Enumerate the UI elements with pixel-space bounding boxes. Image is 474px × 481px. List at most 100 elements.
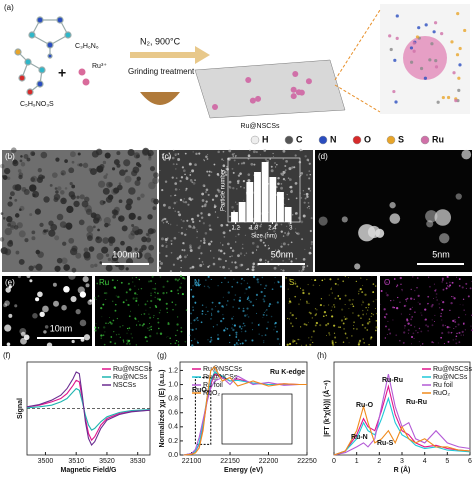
sheet [194,59,346,119]
texture [64,187,68,190]
x-tick-label: 3510 [68,458,84,465]
cluster [255,95,262,102]
process: Grinding treatment [128,67,195,76]
texture [137,216,141,220]
texture [240,330,243,333]
texture [79,163,83,167]
texture [46,342,53,348]
texture [286,193,288,196]
texture [120,240,125,246]
texture [197,319,199,322]
texture [43,229,47,233]
texture [85,208,93,215]
molecule-2 [14,48,46,96]
texture [253,163,256,166]
texture [298,303,300,306]
texture [103,292,106,294]
texture [148,329,150,331]
texture [222,164,226,168]
molecule-1 [28,16,72,59]
texture [227,300,229,302]
texture [302,214,306,218]
texture [201,192,205,196]
texture [102,334,105,337]
annotation: Ru-Ru [406,399,427,406]
texture [300,220,304,224]
texture [431,341,434,343]
texture [126,332,128,334]
texture [319,324,322,327]
texture [122,325,124,327]
texture [179,189,181,191]
texture [387,320,389,322]
texture [295,228,297,230]
texture [288,258,290,260]
legend-label: Ru foil [433,382,453,389]
texture [295,342,298,345]
texture [266,232,269,234]
series-line [26,371,151,446]
texture [209,340,212,343]
zoom-atom [454,98,458,103]
inset [221,393,293,445]
texture [171,301,173,303]
texture [158,252,161,254]
texture [176,289,179,292]
texture [362,338,364,340]
texture [231,317,234,320]
texture [207,193,210,196]
texture [448,285,450,288]
texture [105,264,113,272]
texture [71,339,75,344]
texture [331,292,333,294]
texture [372,300,375,303]
texture [243,187,245,189]
texture [173,236,177,240]
texture [180,282,182,284]
texture [387,328,391,331]
texture [347,277,349,279]
texture [371,312,373,315]
texture [71,184,76,189]
texture [158,312,161,314]
texture [113,331,115,333]
texture [453,297,456,300]
texture [143,312,146,315]
texture [349,304,351,306]
texture [93,225,96,229]
texture [128,212,136,220]
texture [427,295,430,298]
texture [127,303,130,307]
texture [206,170,209,173]
atom-label: N [330,134,337,144]
texture [39,222,44,227]
texture [4,227,13,236]
texture [181,227,183,229]
panel-label: (c) [162,152,172,161]
texture [441,300,443,302]
texture [9,153,13,157]
texture [445,282,448,285]
texture [165,254,168,258]
texture [409,313,411,315]
texture [176,279,179,282]
texture [190,288,193,291]
texture [270,169,274,173]
texture [244,314,247,317]
texture [136,196,141,201]
texture [268,247,270,250]
texture [147,214,153,220]
texture [200,252,203,255]
texture [125,203,132,211]
texture [421,314,423,316]
texture [94,263,98,268]
texture [151,228,156,234]
texture [328,332,330,334]
texture [260,223,263,226]
texture [75,252,82,259]
zoom-line [334,84,381,113]
texture [270,315,273,318]
texture [200,283,201,285]
zoom-atom [458,63,462,67]
texture [165,241,167,243]
